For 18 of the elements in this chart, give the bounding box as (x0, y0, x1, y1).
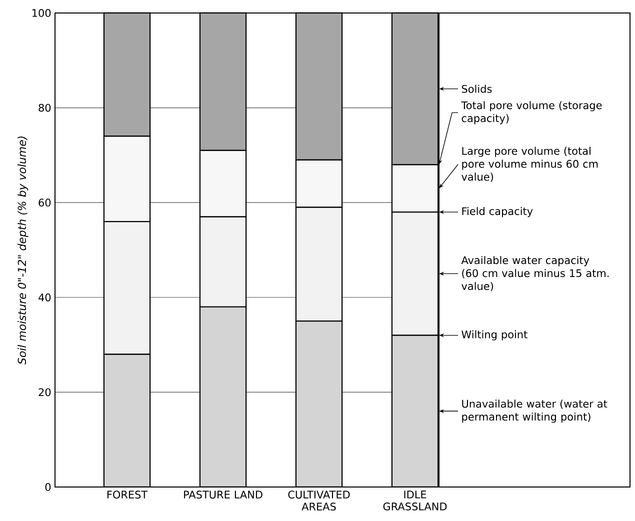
y-tick-label: 100 (32, 9, 51, 17)
text: Field capacity (462, 207, 533, 218)
y-axis-title: Soil moisture 0"-12" depth (% by volume) (18, 136, 28, 364)
y-tick-label: 20 (38, 388, 51, 396)
legend-label: Solids (462, 84, 492, 93)
y-tick-label: 0 (45, 483, 51, 491)
y-tick-label: 40 (38, 293, 51, 302)
x-tick-label: CULTIVATED AREAS (288, 490, 350, 511)
legend-label: Large pore volume (total pore volume minus 60 cm value) (462, 146, 598, 182)
x-tick-label: FOREST (107, 490, 148, 499)
legend-label: Available water capacity (60 cm value minus 15 atm. value) (461, 256, 609, 292)
x-tick-label: IDLE GRASSLAND (383, 490, 447, 510)
text: Total pore volume (storage capacity) (461, 101, 602, 124)
y-tick-label: 60 (38, 198, 51, 207)
legend-label: Unavailable water (water at permanent wilting point) (462, 400, 608, 423)
text: Wilting point (462, 330, 528, 340)
x-tick-label: PASTURE LAND (184, 490, 262, 499)
y-tick-label: 80 (38, 104, 51, 112)
